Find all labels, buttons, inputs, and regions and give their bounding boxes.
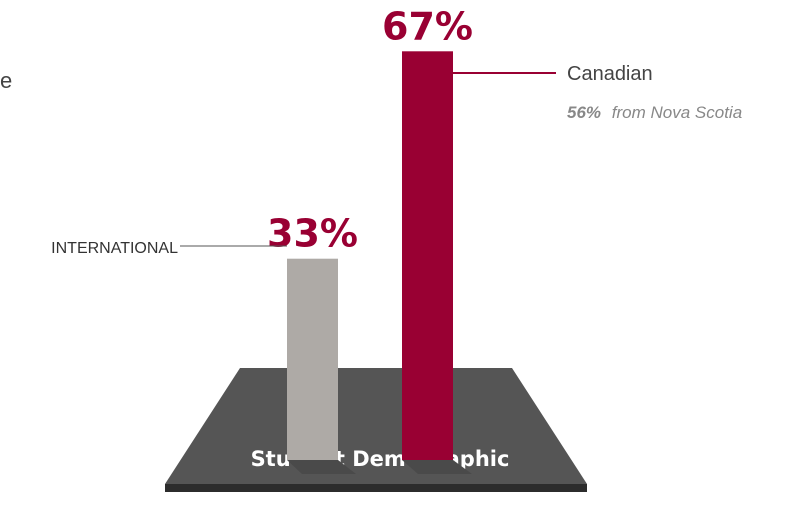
canadian-sub-text: from Nova Scotia (612, 103, 742, 122)
bar-shadow-international (287, 460, 356, 474)
canadian-sub-annotation: 56% from Nova Scotia (567, 103, 742, 122)
platform-front-edge (165, 484, 587, 492)
value-label-international: 33% (267, 212, 358, 256)
platform-top (165, 368, 587, 484)
category-label-international: INTERNATIONAL (51, 240, 178, 257)
value-label-canadian: 67% (382, 4, 473, 48)
bar-shadows (287, 460, 472, 474)
bar-international (287, 258, 338, 460)
bar-canadian (402, 51, 453, 461)
bar-shadow-canadian (402, 460, 472, 474)
canadian-sub-value: 56% (567, 103, 601, 122)
chart-platform: Student Demographic (165, 368, 587, 492)
cropped-edge-letter: e (0, 68, 12, 93)
category-label-canadian: Canadian (567, 63, 653, 85)
